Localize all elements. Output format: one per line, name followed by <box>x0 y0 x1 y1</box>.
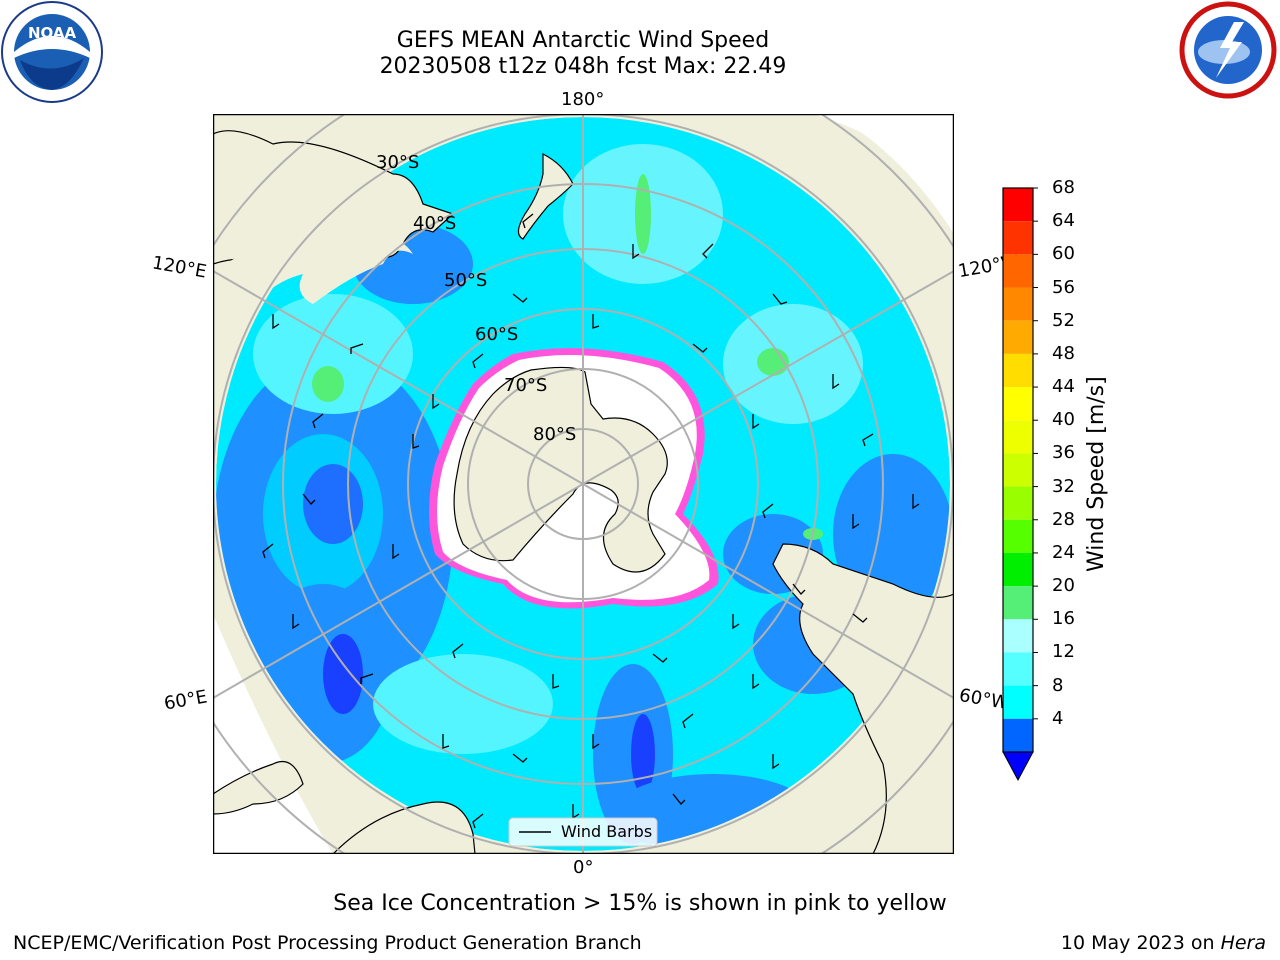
colorbar-tick-label: 32 <box>1052 475 1075 497</box>
svg-text:NOAA: NOAA <box>28 24 77 42</box>
colorbar-tick-label: 24 <box>1052 541 1075 563</box>
lon-label-top: 180° <box>561 89 605 110</box>
sea-ice-note: Sea Ice Concentration > 15% is shown in … <box>333 891 947 916</box>
colorbar-tick-label: 64 <box>1052 210 1075 232</box>
legend-wind-barbs: Wind Barbs <box>561 822 653 841</box>
colorbar-segment <box>1003 685 1033 719</box>
colorbar-tick-label: 36 <box>1052 442 1075 464</box>
footer-right: 10 May 2023 on Hera <box>1061 932 1266 954</box>
colorbar-segment <box>1003 320 1033 354</box>
meridian-lines <box>213 114 954 854</box>
colorbar-segment <box>1003 420 1033 454</box>
colorbar-tick-label: 44 <box>1052 376 1075 398</box>
lon-label-bottom: 0° <box>573 857 594 878</box>
footer-left: NCEP/EMC/Verification Post Processing Pr… <box>13 932 642 954</box>
colorbar-segment <box>1003 519 1033 553</box>
colorbar-tick-label: 48 <box>1052 342 1075 364</box>
colorbar-tick-label: 40 <box>1052 409 1075 431</box>
footer-host: Hera <box>1220 932 1266 954</box>
colorbar-tick-label: 68 <box>1052 177 1075 198</box>
colorbar-tick-label: 4 <box>1052 707 1064 729</box>
colorbar-segment <box>1003 188 1033 222</box>
antarctica <box>453 366 668 573</box>
lon-label-60e: 60°E <box>162 686 209 715</box>
lat-label-70s: 70°S <box>504 375 548 396</box>
colorbar-segment <box>1003 486 1033 520</box>
colorbar-segment <box>1003 619 1033 653</box>
wind-speed-colorbar <box>1002 187 1038 782</box>
wind-speed-field <box>216 117 950 851</box>
colorbar-segment <box>1003 254 1033 288</box>
south-america <box>772 543 954 854</box>
africa <box>332 801 476 854</box>
colorbar-segment <box>1003 221 1033 255</box>
colorbar-segment <box>1003 453 1033 487</box>
colorbar-tick-label: 12 <box>1052 641 1075 663</box>
colorbar-segment <box>1003 353 1033 388</box>
colorbar-segment <box>1003 387 1033 421</box>
colorbar-segment <box>1003 552 1033 587</box>
lat-label-40s: 40°S <box>413 213 457 234</box>
map-frame <box>213 114 954 854</box>
chart-subtitle: 20230508 t12z 048h fcst Max: 22.49 <box>379 54 787 79</box>
colorbar-segment <box>1003 718 1033 752</box>
lat-label-30s: 30°S <box>376 152 420 173</box>
map-legend <box>508 817 658 847</box>
colorbar-segment <box>1003 652 1033 686</box>
footer-date: 10 May 2023 on <box>1060 932 1221 954</box>
lon-label-120e: 120°E <box>150 252 209 283</box>
colorbar-tick-label: 20 <box>1052 575 1075 597</box>
colorbar-tick-label: 28 <box>1052 508 1075 530</box>
colorbar-segment <box>1003 586 1033 620</box>
chart-title: GEFS MEAN Antarctic Wind Speed <box>396 28 770 53</box>
colorbar-tick-label: 52 <box>1052 309 1075 331</box>
new-zealand <box>517 153 574 240</box>
colorbar-tick-label: 56 <box>1052 276 1075 298</box>
lat-label-50s: 50°S <box>444 270 488 291</box>
wind-barbs <box>262 213 920 829</box>
lat-label-60s: 60°S <box>475 324 519 345</box>
colorbar-tick-label: 60 <box>1052 243 1075 265</box>
lat-label-80s: 80°S <box>533 424 577 445</box>
colorbar-tick-label: 8 <box>1052 674 1064 696</box>
polar-wind-speed-map <box>213 114 954 854</box>
madagascar <box>213 760 304 815</box>
noaa-logo: NOAA <box>1 1 103 103</box>
national-weather-service-logo <box>1179 1 1277 99</box>
colorbar-label: Wind Speed [m/s] <box>1084 376 1109 572</box>
colorbar-tick-label: 16 <box>1052 608 1075 630</box>
colorbar-segment <box>1003 287 1033 321</box>
